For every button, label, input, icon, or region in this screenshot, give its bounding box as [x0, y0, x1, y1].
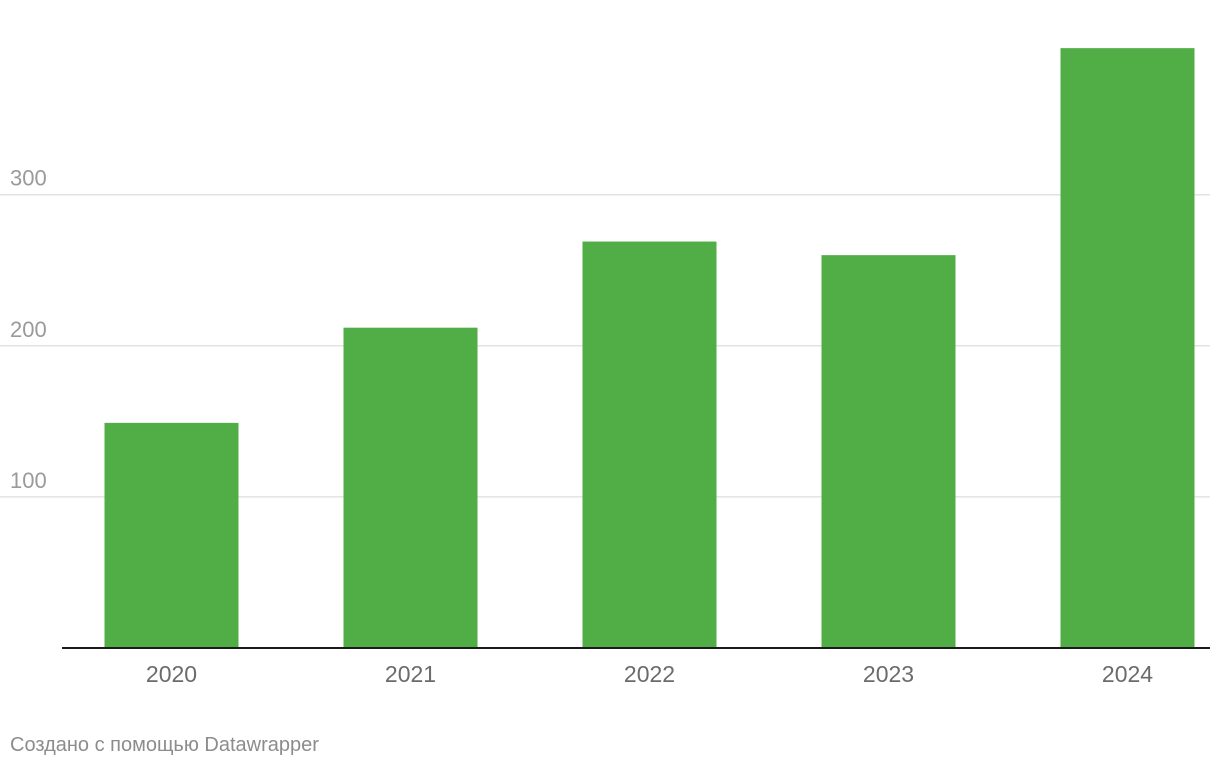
bars — [104, 48, 1195, 649]
y-tick-label: 100 — [10, 468, 47, 493]
bar-2020 — [104, 422, 239, 648]
y-tick-label: 200 — [10, 317, 47, 342]
bar-2021 — [343, 327, 478, 648]
bar-2023 — [821, 255, 956, 648]
bar-2022 — [582, 241, 717, 648]
x-axis-labels: 2020 2021 2022 2023 2024 — [146, 661, 1153, 687]
x-tick-label: 2020 — [146, 661, 197, 687]
x-tick-label: 2022 — [624, 661, 675, 687]
x-tick-label: 2023 — [863, 661, 914, 687]
x-tick-label: 2021 — [385, 661, 436, 687]
bar-2024 — [1060, 48, 1195, 649]
chart-credit: Создано с помощью Datawrapper — [10, 734, 319, 756]
x-tick-label: 2024 — [1102, 661, 1153, 687]
bar-chart: 100 200 300 2020 2021 2022 2023 2024 — [0, 48, 1210, 687]
y-tick-label: 300 — [10, 166, 47, 191]
